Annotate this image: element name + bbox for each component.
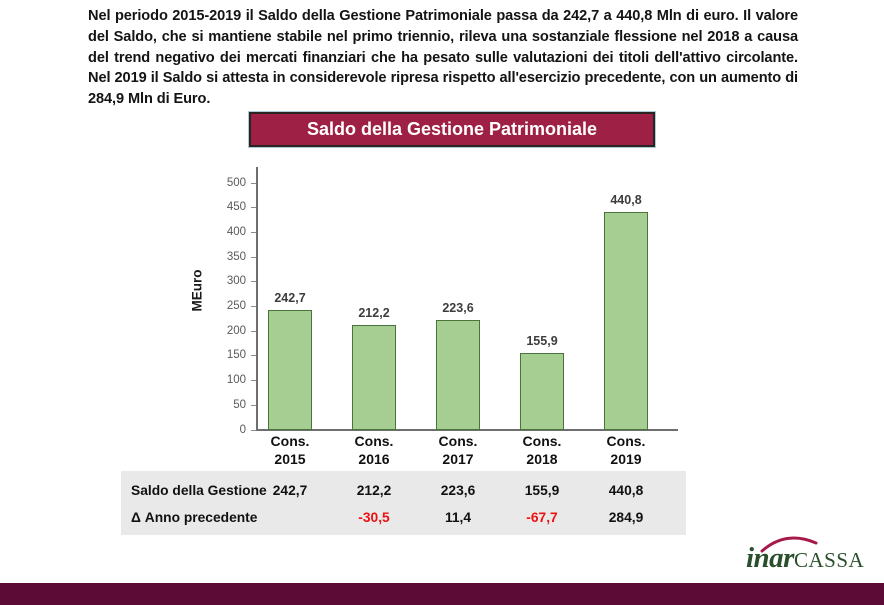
inarcassa-logo: inar CASSA bbox=[746, 536, 865, 575]
y-tick-label: 50 bbox=[233, 398, 246, 411]
y-tick-mark bbox=[251, 256, 256, 258]
table-cell: 212,2 bbox=[356, 483, 392, 498]
y-tick-mark bbox=[251, 380, 256, 382]
y-axis-label: MEuro bbox=[189, 269, 205, 312]
y-tick-label: 150 bbox=[226, 349, 246, 362]
x-tick-label-prefix: Cons. bbox=[522, 433, 562, 449]
y-tick-label: 500 bbox=[226, 176, 246, 189]
logo-text-inar: inar bbox=[746, 542, 794, 574]
x-tick-label-prefix: Cons. bbox=[606, 433, 646, 449]
chart-title-banner: Saldo della Gestione Patrimoniale bbox=[249, 112, 655, 147]
bar-cons-2016 bbox=[352, 325, 396, 430]
table-row-label: Δ Anno precedente bbox=[131, 510, 258, 525]
bar-value-label: 242,7 bbox=[274, 291, 306, 306]
chart-title: Saldo della Gestione Patrimoniale bbox=[306, 119, 598, 139]
x-axis-line bbox=[256, 429, 678, 431]
y-tick-label: 0 bbox=[239, 423, 246, 436]
x-tick-label-year: 2015 bbox=[274, 451, 306, 467]
y-tick-label: 100 bbox=[226, 374, 246, 387]
y-tick-mark bbox=[251, 429, 256, 431]
y-tick-mark bbox=[251, 281, 256, 283]
x-tick-label-prefix: Cons. bbox=[354, 433, 394, 449]
bar-value-label: 212,2 bbox=[358, 306, 390, 321]
table-cell: -67,7 bbox=[526, 510, 558, 525]
table-cell: 155,9 bbox=[524, 483, 560, 498]
y-tick-mark bbox=[251, 330, 256, 332]
y-axis-line bbox=[256, 167, 258, 430]
y-tick-label: 450 bbox=[226, 201, 246, 214]
table-cell: 284,9 bbox=[608, 510, 644, 525]
table-cell: 11,4 bbox=[444, 510, 472, 525]
bar-cons-2018 bbox=[520, 352, 564, 430]
y-tick-mark bbox=[251, 355, 256, 357]
table-cell: 440,8 bbox=[608, 483, 644, 498]
y-tick-label: 200 bbox=[226, 324, 246, 337]
footer-bar bbox=[0, 583, 884, 605]
bar-value-label: 440,8 bbox=[610, 193, 642, 208]
y-tick-label: 250 bbox=[226, 300, 246, 312]
bar-value-label: 155,9 bbox=[526, 333, 558, 348]
table-row-label: Saldo della Gestione bbox=[131, 483, 267, 498]
y-tick-mark bbox=[251, 182, 256, 184]
y-tick-mark bbox=[251, 207, 256, 209]
table-cell: 223,6 bbox=[440, 483, 476, 498]
x-tick-label-year: 2019 bbox=[610, 451, 642, 467]
x-tick-label-prefix: Cons. bbox=[270, 433, 310, 449]
y-tick-mark bbox=[251, 231, 256, 233]
y-tick-mark bbox=[251, 404, 256, 406]
y-tick-label: 350 bbox=[226, 250, 246, 263]
x-tick-label-year: 2018 bbox=[526, 451, 558, 467]
x-tick-label-year: 2017 bbox=[442, 451, 474, 467]
y-tick-label: 300 bbox=[226, 275, 246, 288]
table-cell: -30,5 bbox=[358, 510, 390, 525]
data-table bbox=[121, 471, 686, 535]
bar-value-label: 223,6 bbox=[442, 300, 474, 315]
x-tick-label-prefix: Cons. bbox=[438, 433, 478, 449]
table-cell: 242,7 bbox=[272, 483, 308, 498]
logo-swoosh-icon bbox=[760, 536, 818, 553]
bar-cons-2019 bbox=[604, 212, 648, 430]
intro-paragraph: Nel periodo 2015-2019 il Saldo della Ges… bbox=[88, 8, 798, 108]
bar-cons-2015 bbox=[268, 310, 312, 430]
logo-text-cassa: CASSA bbox=[793, 548, 865, 572]
bar-cons-2017 bbox=[436, 319, 480, 430]
y-tick-label: 400 bbox=[226, 225, 246, 238]
y-tick-mark bbox=[251, 306, 256, 307]
x-tick-label-year: 2016 bbox=[358, 451, 390, 467]
